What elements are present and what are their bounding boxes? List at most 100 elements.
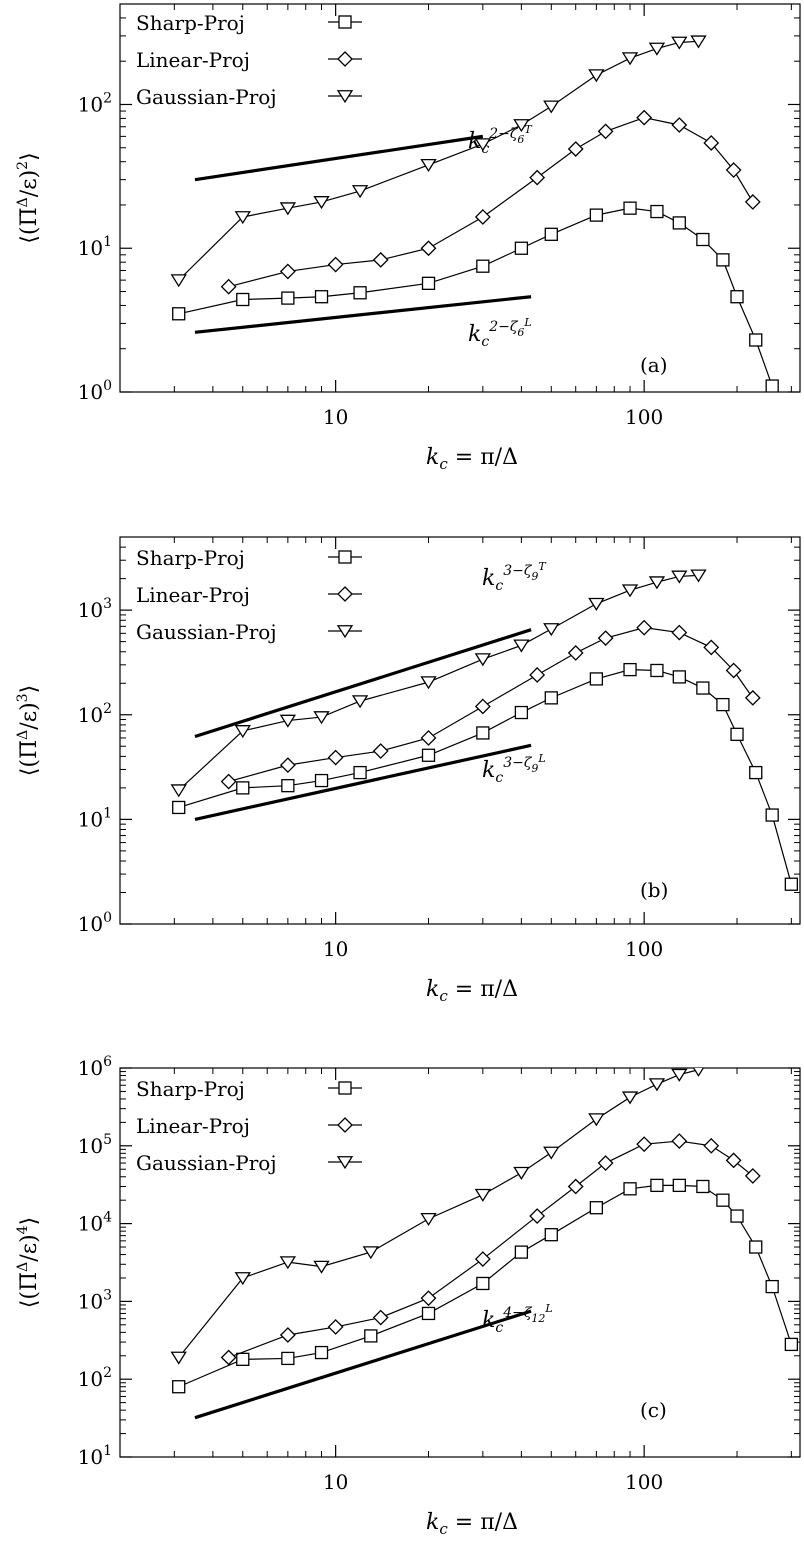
data-point [236, 1352, 250, 1366]
legend-label: Sharp-Proj [136, 546, 245, 570]
data-point [730, 290, 744, 304]
data-point [474, 209, 491, 225]
series-line [178, 574, 699, 791]
legend-marker [336, 625, 354, 639]
data-point [476, 726, 490, 740]
x-axis-label: kc = π/Δ [426, 977, 518, 1005]
data-point [327, 749, 344, 766]
data-point [514, 705, 529, 720]
data-point [314, 290, 329, 304]
y-axis-label: ⟨(Π̄Δ/ε)4⟩ [15, 1217, 42, 1308]
data-point [650, 663, 664, 678]
data-point [364, 1329, 378, 1343]
plot-frame [119, 3, 801, 393]
data-point [279, 714, 297, 728]
plot-frame [119, 1067, 801, 1458]
legend-label: Gaussian-Proj [136, 620, 277, 644]
y-tick-label: 105 [78, 1132, 112, 1158]
data-point [621, 1091, 639, 1105]
legend-label: Linear-Proj [136, 48, 250, 72]
data-point [589, 672, 604, 686]
data-point [588, 69, 605, 83]
data-point [623, 1182, 637, 1196]
data-point [696, 681, 710, 695]
data-point [623, 201, 637, 215]
legend-marker [338, 550, 352, 564]
data-point [730, 727, 744, 741]
data-point [474, 1251, 491, 1267]
legend-marker [336, 90, 354, 104]
series-line [178, 207, 773, 387]
legend-label: Gaussian-Proj [136, 85, 277, 109]
data-point [716, 253, 730, 267]
y-tick-label: 100 [78, 378, 112, 404]
data-point [474, 698, 491, 715]
data-point [313, 711, 330, 725]
data-point [725, 1152, 742, 1169]
data-point [353, 286, 367, 300]
y-tick-label: 106 [78, 1054, 112, 1080]
series-line [228, 117, 754, 288]
data-point [420, 1212, 437, 1227]
data-point [672, 216, 686, 230]
data-point [716, 697, 730, 712]
data-point [621, 584, 639, 598]
legend-marker [336, 1156, 354, 1170]
data-point [784, 1337, 799, 1352]
data-point [543, 100, 560, 114]
data-point [589, 208, 604, 222]
data-point [529, 1208, 546, 1224]
data-point [314, 1345, 329, 1360]
data-point [353, 765, 367, 780]
data-point [421, 748, 436, 762]
y-tick-label: 102 [78, 701, 112, 727]
legend-marker [338, 1081, 352, 1095]
x-tick-label: 100 [625, 405, 663, 429]
data-point [543, 1146, 560, 1160]
y-tick-label: 102 [78, 1365, 112, 1391]
data-point [588, 1113, 605, 1127]
data-point [529, 667, 546, 683]
series-sharp-proj [172, 201, 779, 392]
y-axis-label: ⟨(Π̄Δ/ε)2⟩ [15, 152, 42, 243]
data-point [648, 42, 666, 56]
legend-marker [337, 51, 353, 67]
data-point [172, 1380, 186, 1394]
data-point [544, 691, 558, 705]
data-point [420, 730, 437, 746]
data-point [279, 1327, 296, 1343]
panel-b: 10 100 100 101 102 103 kc = π/Δ ⟨(Π̄Δ/ε)3⟩ kc3−ζ… [15, 536, 801, 1005]
data-point [513, 639, 530, 653]
data-point [514, 241, 529, 255]
data-point [234, 725, 251, 739]
data-point [671, 36, 688, 50]
x-tick-label: 10 [323, 937, 348, 961]
data-point [744, 1168, 761, 1184]
x-tick-label: 10 [323, 405, 348, 429]
data-point [474, 138, 492, 152]
data-point [327, 1318, 344, 1335]
data-point [220, 1349, 237, 1366]
y-tick-label: 103 [78, 596, 112, 622]
series-gaussian-proj [170, 1068, 705, 1365]
data-point [513, 1166, 530, 1180]
data-point [543, 623, 560, 637]
data-point [172, 307, 186, 321]
data-point [362, 1246, 379, 1260]
data-point [730, 1209, 744, 1223]
legend-label: Linear-Proj [136, 583, 250, 607]
data-point [234, 1272, 251, 1286]
data-point [421, 276, 436, 290]
data-point [690, 35, 707, 49]
reference-line-label: kc3−ζ9T [482, 560, 547, 594]
data-point [476, 259, 490, 273]
y-tick-label: 100 [78, 910, 112, 936]
data-point [170, 784, 187, 798]
x-axis-label: kc = π/Δ [426, 445, 518, 473]
data-point [696, 232, 710, 247]
data-point [420, 240, 437, 257]
data-point [220, 278, 237, 295]
data-point [672, 670, 686, 684]
